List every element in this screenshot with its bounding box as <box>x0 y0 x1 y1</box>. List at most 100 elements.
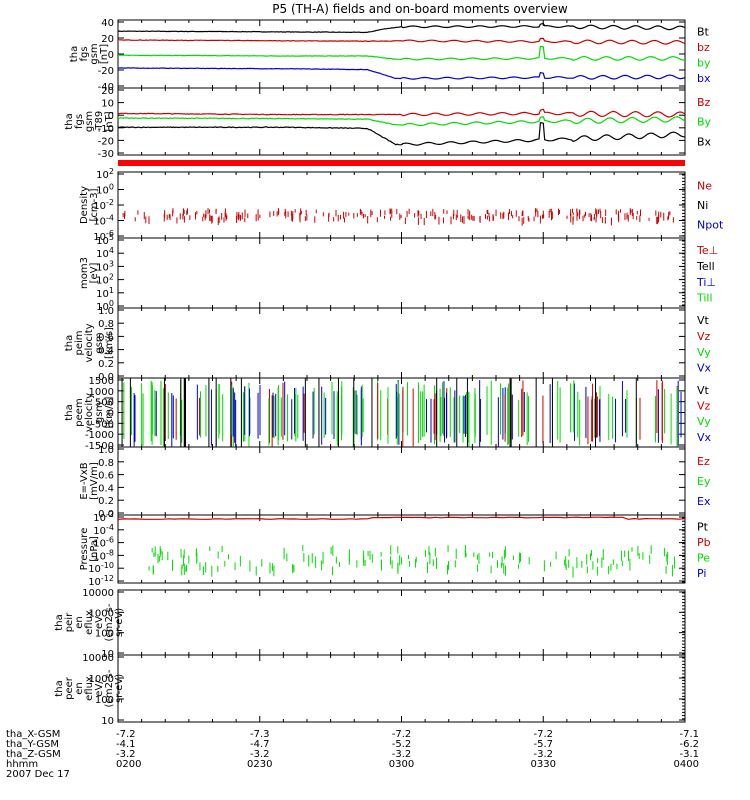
y-tick-label: 0.8 <box>98 319 114 330</box>
legend-entry: Till <box>696 292 713 305</box>
y-tick-label: 104 <box>96 246 114 260</box>
pressure-marks <box>117 516 686 578</box>
panel-frame <box>117 237 686 309</box>
footer-row-label: tha_Z-GSM <box>6 749 61 760</box>
y-tick-label: 10-2 <box>93 198 114 212</box>
y-tick-label: 20 <box>101 34 114 45</box>
velocity-spikes <box>121 378 682 447</box>
y-tick-label: -10 <box>98 124 114 135</box>
series-line-pb <box>117 516 686 520</box>
y-tick-label: 0.0 <box>98 509 114 520</box>
y-axis-label: Pressure[nPa] <box>79 528 100 571</box>
y-axis-label: thapeemvelocitygsm[km/s] <box>64 393 115 432</box>
y-tick-label: 1500 <box>89 376 114 387</box>
legend-entry: By <box>697 116 712 129</box>
y-tick-label: -1500 <box>85 441 114 452</box>
legend-entry: Ti⊥ <box>696 276 716 289</box>
footer-value: -7.2 <box>392 729 412 740</box>
legend-entry: Pi <box>697 567 706 580</box>
footer-value: -3.1 <box>679 749 699 760</box>
footer-row-label: tha_Y-GSM <box>6 739 59 750</box>
y-tick-label: 1000 <box>89 608 114 619</box>
legend-entry: Vy <box>697 415 711 428</box>
panel-frame <box>117 171 686 239</box>
series-line-bz <box>118 37 686 45</box>
y-tick-label: 100 <box>96 183 114 197</box>
footer-value: -7.2 <box>116 729 136 740</box>
y-tick-label: 0.2 <box>98 359 114 370</box>
plot-title: P5 (TH-A) fields and on-board moments ov… <box>272 2 568 16</box>
series-line-bz <box>118 108 686 118</box>
panel-2: 20 100 -10-20 -30 thafgsgsm-T89[nT] Bz By Bx <box>64 86 712 160</box>
y-axis-label: Density[cm-3] <box>79 186 100 224</box>
legend-entry: by <box>697 57 711 70</box>
footer-value: -6.2 <box>679 739 699 750</box>
legend-entry: Bt <box>697 26 710 39</box>
y-tick-label: 0.4 <box>98 346 114 357</box>
y-tick-label: 500 <box>95 398 114 409</box>
y-tick-label: 1000 <box>89 674 114 685</box>
y-tick-label: 0 <box>108 50 114 61</box>
footer-value: -3.2 <box>116 749 136 760</box>
y-tick-label: 101 <box>96 286 114 300</box>
y-axis-label: E=-VxB[mV/m] <box>79 462 100 500</box>
y-tick-label: 100 <box>95 695 114 706</box>
y-tick-label: 103 <box>96 259 114 273</box>
legend-entry: bx <box>697 72 711 85</box>
y-tick-label: 10 <box>101 649 114 660</box>
panel-10: 10000 1000 100 10 thapeerenefluxeV/(cm2-s-sr… <box>54 653 686 727</box>
legend-entry: Tell <box>696 260 715 273</box>
footer-value: 0400 <box>674 759 699 770</box>
series-line-bx <box>117 122 686 146</box>
y-tick-label: -1000 <box>85 430 114 441</box>
y-axis-label: thapeimvelocitygsm[km/s] <box>64 323 115 362</box>
legend-entry: bz <box>697 41 710 54</box>
series-line-by <box>117 116 686 127</box>
y-tick-label: 1000 <box>89 387 114 398</box>
footer-value: -5.7 <box>533 739 553 750</box>
footer-value: 0300 <box>389 759 414 770</box>
legend-entry: Vy <box>697 346 711 359</box>
mode-bar <box>118 160 685 166</box>
y-tick-label: 10-4 <box>93 214 114 228</box>
legend-entry: Pe <box>697 552 710 565</box>
series-line-by <box>117 45 685 61</box>
panel-frame <box>117 446 686 516</box>
legend-entry: Bx <box>697 135 712 148</box>
y-tick-label: -30 <box>98 149 114 160</box>
legend-entry: Ex <box>697 495 711 508</box>
y-tick-label: 1.0 <box>98 445 114 456</box>
footer-value: -3.2 <box>250 749 270 760</box>
legend-entry: Vz <box>697 400 711 413</box>
series-line-bx <box>117 67 686 80</box>
panel-5: 1.0 0.8 0.6 0.4 0.2 0.0 thapeimvelocitygsm[km/… <box>64 306 712 383</box>
legend-entry: Pb <box>697 536 711 549</box>
legend-entry: Vx <box>697 362 712 375</box>
y-tick-label: 10-12 <box>88 574 114 588</box>
y-tick-label: 0.8 <box>98 458 114 469</box>
panel-frame <box>117 654 686 723</box>
footer-value: -3.2 <box>533 749 553 760</box>
y-tick-label: 10-8 <box>93 548 114 562</box>
legend-entry: Npot <box>697 219 724 232</box>
y-axis-label: mom3[eV] <box>79 257 100 289</box>
y-tick-label: 0.6 <box>98 471 114 482</box>
y-axis-label: thafgsgsm-T89[nT] <box>64 111 115 133</box>
y-tick-label: -40 <box>98 82 114 93</box>
footer-value: -5.2 <box>392 739 412 750</box>
y-tick-label: 20 <box>101 86 114 97</box>
y-tick-label: 10000 <box>82 588 114 599</box>
footer-value: -7.1 <box>679 729 699 740</box>
y-tick-label: 102 <box>96 273 114 287</box>
legend-entry: Ez <box>697 455 710 468</box>
legend-entry: Pt <box>697 521 709 534</box>
y-tick-label: 0.6 <box>98 332 114 343</box>
legend-entry: Te⊥ <box>696 244 718 257</box>
legend-entry: Bz <box>697 96 711 109</box>
